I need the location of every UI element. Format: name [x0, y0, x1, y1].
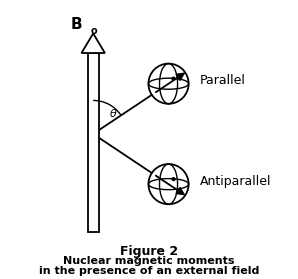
- Circle shape: [148, 164, 189, 204]
- Circle shape: [172, 178, 175, 181]
- Text: B: B: [70, 17, 82, 32]
- Circle shape: [172, 77, 175, 80]
- Text: θ: θ: [109, 109, 116, 119]
- Text: Antiparallel: Antiparallel: [200, 175, 271, 188]
- Text: o: o: [90, 26, 97, 36]
- Text: Parallel: Parallel: [200, 74, 246, 87]
- Bar: [88, 53, 99, 232]
- Text: in the presence of an external field: in the presence of an external field: [39, 266, 259, 276]
- Text: Nuclear magnetic moments: Nuclear magnetic moments: [63, 256, 235, 266]
- Circle shape: [148, 64, 189, 104]
- Polygon shape: [81, 33, 105, 53]
- Text: Figure 2: Figure 2: [120, 245, 178, 258]
